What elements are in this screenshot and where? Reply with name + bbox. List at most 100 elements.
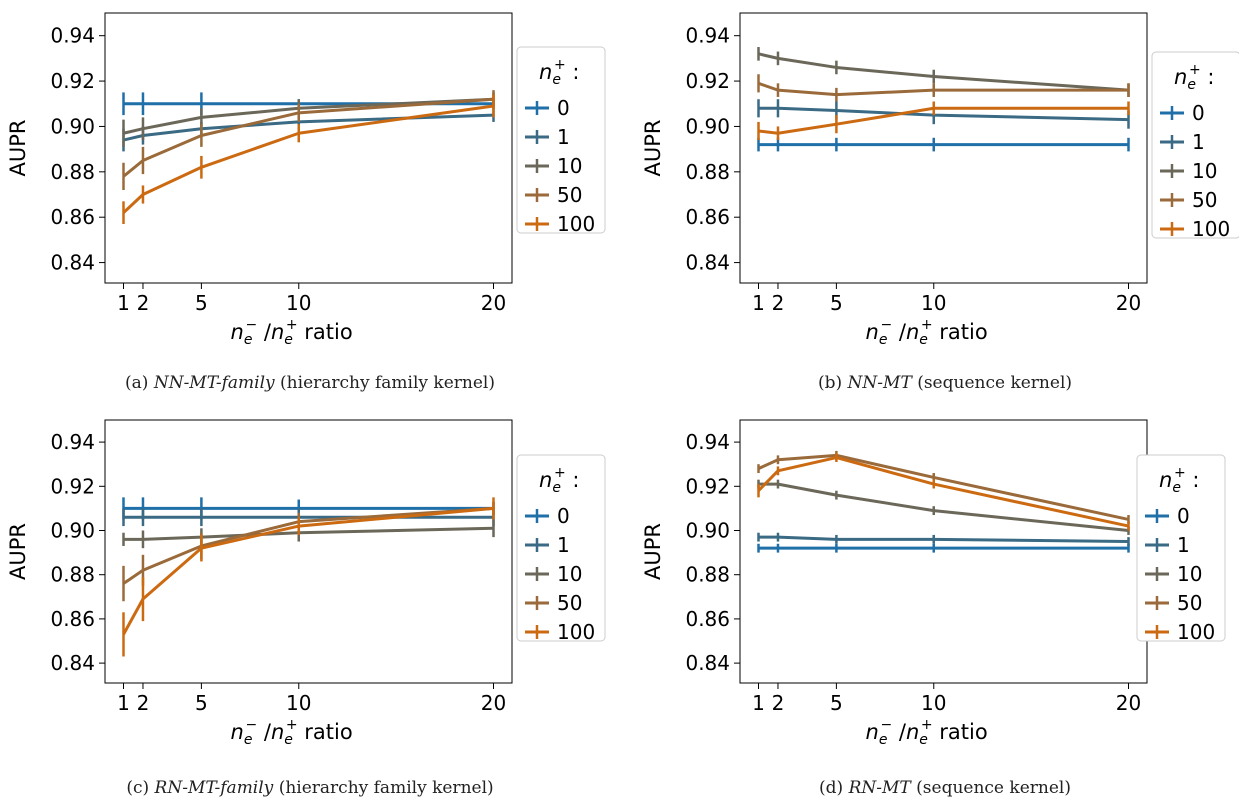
series-1 bbox=[757, 532, 1130, 546]
plot-frame bbox=[739, 12, 1148, 284]
x-axis-label: ne− /ne+ ratio bbox=[231, 717, 353, 748]
legend-entry-50: 50 bbox=[1177, 591, 1202, 615]
legend-title: ne+ : bbox=[539, 57, 579, 88]
series-50 bbox=[757, 74, 1130, 102]
y-tick-label: 0.84 bbox=[50, 651, 95, 675]
legend-entry-1: 1 bbox=[1177, 533, 1190, 557]
legend: ne+ : 0 1 10 50 100 bbox=[516, 454, 606, 644]
legend-entry-1: 1 bbox=[1192, 130, 1205, 154]
y-tick-label: 0.88 bbox=[50, 563, 95, 587]
y-tick-label: 0.90 bbox=[50, 114, 95, 138]
y-tick-label: 0.86 bbox=[685, 607, 730, 631]
panel-caption: (a) NN-MT-family (hierarchy family kerne… bbox=[125, 373, 495, 393]
series-100 bbox=[122, 94, 495, 225]
series-line bbox=[758, 106, 1129, 135]
legend-title: ne+ : bbox=[539, 465, 579, 496]
plot-frame bbox=[104, 419, 513, 684]
y-tick-label: 0.90 bbox=[685, 114, 730, 138]
y-tick-label: 0.84 bbox=[685, 251, 730, 275]
legend-box bbox=[516, 454, 606, 642]
series-100 bbox=[122, 497, 495, 657]
series-0 bbox=[757, 137, 1130, 152]
legend-title: ne+ : bbox=[1174, 62, 1214, 93]
x-tick-label: 1 bbox=[117, 691, 130, 715]
legend-entry-0: 0 bbox=[557, 504, 570, 528]
series-line bbox=[122, 506, 494, 585]
legend-entry-0: 0 bbox=[1192, 101, 1205, 125]
legend-entry-1: 1 bbox=[557, 125, 570, 149]
x-tick-label: 1 bbox=[752, 291, 765, 315]
x-tick-label: 2 bbox=[137, 691, 150, 715]
y-axis-label: AUPR bbox=[641, 120, 665, 177]
legend-entry-0: 0 bbox=[557, 96, 570, 120]
y-tick-label: 0.86 bbox=[685, 205, 730, 229]
legend-entry-10: 10 bbox=[1192, 159, 1217, 183]
y-tick-label: 0.86 bbox=[50, 205, 95, 229]
y-tick-label: 0.94 bbox=[50, 24, 95, 48]
legend-title: ne+ : bbox=[1159, 465, 1199, 496]
legend-entry-10: 10 bbox=[557, 562, 582, 586]
series-line bbox=[758, 52, 1129, 92]
y-tick-label: 0.92 bbox=[685, 474, 730, 498]
legend: ne+ : 0 1 10 50 100 bbox=[516, 46, 606, 236]
x-tick-label: 10 bbox=[921, 291, 946, 315]
y-tick-label: 0.86 bbox=[50, 607, 95, 631]
x-tick-label: 20 bbox=[1116, 291, 1141, 315]
x-axis-label: ne− /ne+ ratio bbox=[231, 317, 353, 348]
series-100 bbox=[757, 453, 1130, 531]
y-axis-label: AUPR bbox=[641, 523, 665, 580]
y-tick-label: 0.92 bbox=[50, 69, 95, 93]
x-tick-label: 5 bbox=[830, 291, 843, 315]
legend-entry-0: 0 bbox=[1177, 504, 1190, 528]
legend-box bbox=[1136, 454, 1226, 642]
x-tick-label: 10 bbox=[921, 691, 946, 715]
x-tick-label: 20 bbox=[481, 291, 506, 315]
y-tick-label: 0.88 bbox=[50, 160, 95, 184]
x-axis-label: ne− /ne+ ratio bbox=[866, 317, 988, 348]
x-tick-label: 5 bbox=[830, 691, 843, 715]
series-line bbox=[758, 106, 1129, 122]
x-axis-label: ne− /ne+ ratio bbox=[866, 717, 988, 748]
legend-entry-50: 50 bbox=[557, 591, 582, 615]
plot-frame bbox=[104, 12, 513, 284]
y-tick-label: 0.94 bbox=[50, 430, 95, 454]
x-tick-label: 5 bbox=[195, 291, 208, 315]
y-tick-label: 0.94 bbox=[685, 24, 730, 48]
legend-entry-100: 100 bbox=[557, 212, 595, 236]
legend-entry-10: 10 bbox=[557, 154, 582, 178]
legend-entry-100: 100 bbox=[1192, 217, 1230, 241]
series-line bbox=[123, 526, 494, 541]
y-tick-label: 0.88 bbox=[685, 563, 730, 587]
legend-box bbox=[516, 46, 606, 234]
x-tick-label: 5 bbox=[195, 691, 208, 715]
panel-caption: (b) NN-MT (sequence kernel) bbox=[818, 373, 1072, 393]
x-tick-label: 10 bbox=[286, 691, 311, 715]
y-tick-label: 0.84 bbox=[50, 251, 95, 275]
x-tick-label: 1 bbox=[117, 291, 130, 315]
legend-box bbox=[1151, 51, 1239, 239]
y-axis-label: AUPR bbox=[6, 523, 30, 580]
series-10 bbox=[122, 92, 495, 147]
legend: ne+ : 0 1 10 50 100 bbox=[1151, 51, 1239, 241]
x-tick-label: 2 bbox=[772, 291, 785, 315]
series-0 bbox=[757, 543, 1130, 553]
y-tick-label: 0.94 bbox=[685, 430, 730, 454]
legend-entry-100: 100 bbox=[557, 620, 595, 644]
series-line bbox=[123, 113, 494, 142]
x-tick-label: 2 bbox=[137, 291, 150, 315]
panel-caption: (d) RN-MT (sequence kernel) bbox=[819, 778, 1071, 798]
y-tick-label: 0.90 bbox=[50, 519, 95, 543]
x-tick-label: 10 bbox=[286, 291, 311, 315]
series-line bbox=[122, 97, 494, 178]
y-axis-label: AUPR bbox=[6, 120, 30, 177]
x-tick-label: 20 bbox=[481, 691, 506, 715]
y-tick-label: 0.90 bbox=[685, 519, 730, 543]
series-line bbox=[758, 535, 1129, 544]
legend-entry-10: 10 bbox=[1177, 562, 1202, 586]
legend-entry-1: 1 bbox=[557, 533, 570, 557]
y-tick-label: 0.88 bbox=[685, 160, 730, 184]
legend-entry-100: 100 bbox=[1177, 620, 1215, 644]
series-100 bbox=[757, 101, 1130, 141]
